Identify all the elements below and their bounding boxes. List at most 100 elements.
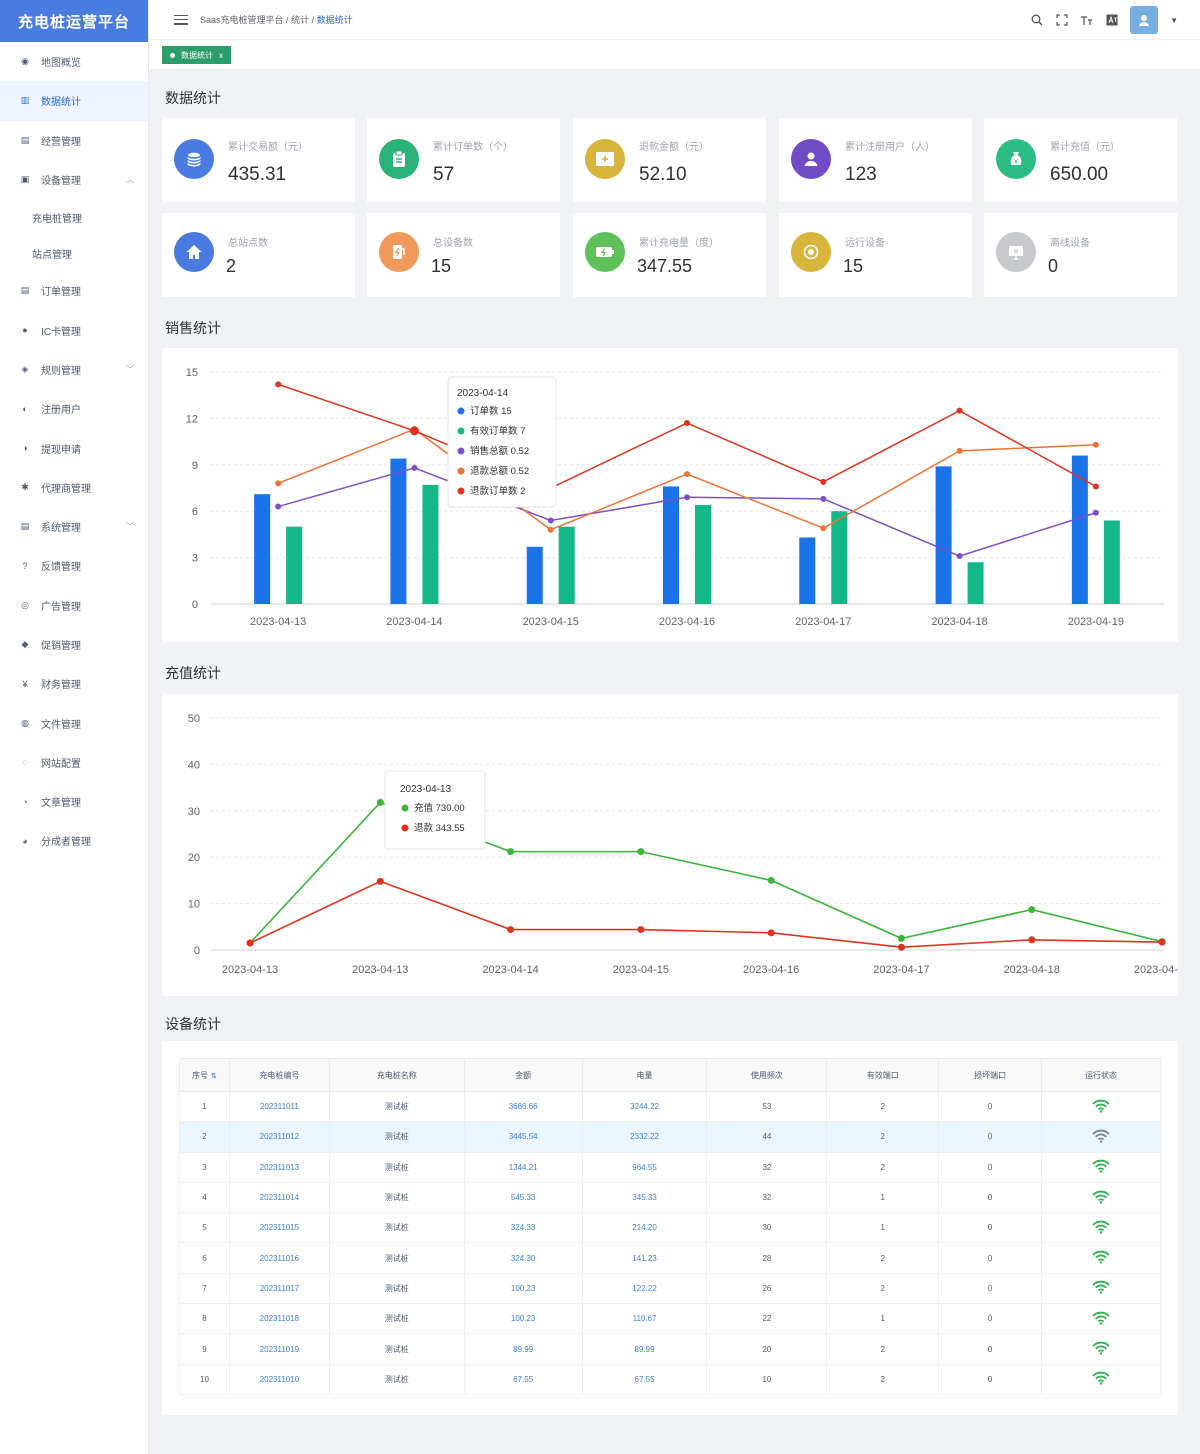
bar-0-3[interactable] [663,486,679,604]
point-2-3[interactable] [684,494,690,501]
point-2-5[interactable] [956,553,963,560]
bar-1-2[interactable] [558,526,575,604]
cell-code[interactable]: 202311016 [228,1242,330,1274]
chevron-down-icon[interactable]: ▼ [1170,15,1178,25]
bar-0-4[interactable] [799,537,816,604]
breadcrumb-mid[interactable]: 统计 [291,15,310,25]
column-header[interactable]: 序号 ⇅ [179,1058,230,1092]
sidebar-item-finance[interactable]: ¥ 财务管理 [0,664,148,703]
sidebar-item-users[interactable]: ◐ 注册用户 [0,389,148,428]
sidebar-item-device[interactable]: ▣ 设备管理 ︿ [0,160,148,199]
point-2-1[interactable] [411,464,418,471]
breadcrumb-root[interactable]: Saas充电桩管理平台 [200,15,284,25]
cell-code[interactable]: 202311014 [228,1181,330,1214]
bar-1-5[interactable] [967,562,984,604]
sidebar-item-agent[interactable]: ✱ 代理商管理 [0,468,148,507]
bar-1-4[interactable] [831,511,848,604]
sidebar-item-system[interactable]: ▤ 系统管理 ﹀ [0,507,148,546]
sidebar-item-withdraw[interactable]: ◑ 提现申请 [0,428,148,467]
sidebar-item-stats[interactable]: ▥ 数据统计 [0,81,148,121]
point-4-4[interactable] [820,478,827,485]
point-1-0[interactable] [246,939,254,947]
search-icon[interactable] [1030,14,1043,27]
cell-code[interactable]: 202311017 [228,1272,330,1305]
table-row[interactable]: 3 202311013 测试桩 1344.21 964.55 32 2 0 [179,1151,1161,1183]
sidebar-item-rules[interactable]: ◈ 规则管理 ﹀ [0,350,148,389]
point-0-4[interactable] [767,876,775,884]
point-1-5[interactable] [897,943,905,951]
bar-0-1[interactable] [390,458,407,604]
tab-stats[interactable]: 数据统计 x [162,46,231,64]
point-4-1[interactable] [409,426,419,436]
sidebar-item-site[interactable]: ◌ 网站配置 [0,743,148,782]
sidebar-item-split[interactable]: ◕ 分成者管理 [0,821,148,860]
table-row[interactable]: 4 202311014 测试桩 545.33 345.33 32 1 0 [179,1181,1161,1214]
close-icon[interactable]: x [219,50,223,60]
cell-code[interactable]: 202311019 [228,1333,330,1365]
table-row[interactable]: 5 202311015 测试桩 324.33 214.20 30 1 0 [179,1212,1161,1244]
bar-1-6[interactable] [1103,520,1120,604]
point-3-2[interactable] [547,526,554,533]
bar-1-1[interactable] [422,484,439,604]
point-4-6[interactable] [1092,483,1099,490]
bar-1-0[interactable] [286,526,303,604]
sidebar-item-files[interactable]: ◍ 文件管理 [0,703,148,742]
point-0-2[interactable] [507,848,515,856]
point-1-7[interactable] [1158,938,1166,946]
sidebar-subitem-1[interactable]: 站点管理 [32,249,72,261]
sidebar-subitem-0[interactable]: 充电桩管理 [32,213,82,225]
menu-toggle-icon[interactable] [174,14,188,25]
bar-0-6[interactable] [1071,455,1088,604]
sidebar-item-ops[interactable]: ▤ 经营管理 [0,121,148,160]
bar-0-0[interactable] [254,494,271,604]
point-3-3[interactable] [684,471,690,478]
sidebar-item-iccard[interactable]: ● IC卡管理 [0,310,148,349]
sidebar-item-promo[interactable]: ◆ 促销管理 [0,625,148,664]
table-row[interactable]: 7 202311017 测试桩 100.23 122.22 26 2 0 [179,1272,1161,1305]
point-1-1[interactable] [376,877,384,885]
bar-0-2[interactable] [526,546,543,604]
sidebar-item-overview[interactable]: ◉ 地图概览 [0,42,148,81]
point-4-0[interactable] [275,381,282,388]
point-2-4[interactable] [820,495,827,502]
bar-0-5[interactable] [935,466,952,604]
point-1-4[interactable] [767,929,775,937]
sidebar-item-order[interactable]: ▤ 订单管理 [0,271,148,310]
avatar[interactable] [1130,6,1159,34]
point-3-0[interactable] [275,480,282,487]
table-row[interactable]: 8 202311018 测试桩 100.23 110.67 22 1 0 [179,1303,1161,1335]
cell-code[interactable]: 202311012 [228,1121,330,1153]
table-row[interactable]: 2 202311012 测试桩 3445.54 2332.22 44 2 0 [179,1121,1161,1153]
point-2-6[interactable] [1092,509,1099,516]
point-3-5[interactable] [956,447,963,454]
cell-code[interactable]: 202311013 [228,1151,330,1183]
point-4-3[interactable] [684,420,690,427]
point-2-0[interactable] [275,503,282,510]
point-3-6[interactable] [1092,441,1099,448]
sidebar-item-feedback[interactable]: ? 反馈管理 [0,546,148,585]
table-row[interactable]: 10 202311010 测试桩 67.55 67.55 10 2 0 [179,1363,1161,1395]
point-0-1[interactable] [376,798,384,806]
cell-code[interactable]: 202311018 [228,1303,330,1335]
cell-code[interactable]: 202311015 [228,1212,330,1244]
point-1-2[interactable] [507,926,515,934]
point-0-5[interactable] [897,934,905,942]
table-row[interactable]: 1 202311011 测试桩 3686.66 3244.22 53 2 0 [179,1090,1161,1123]
table-row[interactable]: 6 202311016 测试桩 324.30 141.23 28 2 0 [179,1242,1161,1274]
point-0-3[interactable] [637,848,645,856]
bar-1-3[interactable] [695,505,711,604]
point-3-4[interactable] [820,525,827,532]
fullscreen-icon[interactable] [1055,14,1068,27]
point-1-3[interactable] [637,926,645,934]
point-2-2[interactable] [547,517,554,524]
cell-code[interactable]: 202311011 [228,1090,330,1123]
sidebar-item-ads[interactable]: ◎ 广告管理 [0,586,148,625]
cell-code[interactable]: 202311010 [228,1363,330,1395]
table-row[interactable]: 9 202311019 测试桩 89.99 89.99 20 2 0 [179,1333,1161,1365]
point-1-6[interactable] [1028,936,1036,944]
point-4-5[interactable] [956,407,963,414]
translate-icon[interactable] [1105,14,1118,27]
point-0-6[interactable] [1028,906,1036,914]
sort-icon[interactable]: ⇅ [211,1072,217,1080]
sidebar-item-articles[interactable]: ◔ 文章管理 [0,782,148,821]
